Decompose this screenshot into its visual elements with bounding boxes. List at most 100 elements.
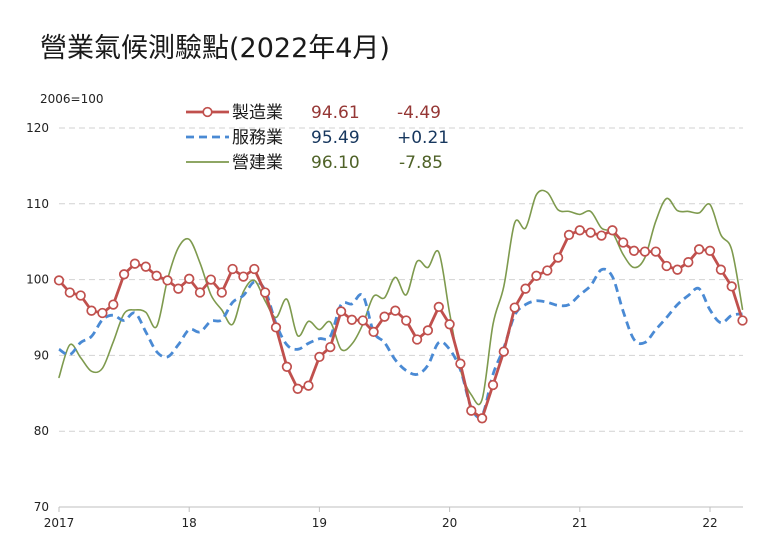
manufacturing-marker (314, 351, 325, 363)
manufacturing-marker (487, 379, 499, 391)
manufacturing-marker (596, 230, 607, 241)
manufacturing-marker (411, 334, 423, 345)
manufacturing-marker (531, 270, 542, 281)
legend-change-services: +0.21 (397, 128, 449, 148)
manufacturing-marker (281, 361, 293, 372)
manufacturing-marker (270, 322, 282, 333)
manufacturing-marker (693, 244, 705, 255)
manufacturing-marker (205, 274, 217, 285)
y-tick-label: 110 (26, 197, 49, 211)
y-tick-label: 120 (26, 121, 49, 135)
y-tick-label: 80 (34, 424, 49, 438)
manufacturing-marker (607, 225, 618, 236)
manufacturing-marker (509, 302, 520, 313)
manufacturing-marker (683, 257, 694, 268)
gridlines (59, 127, 743, 508)
manufacturing-marker (639, 246, 651, 257)
manufacturing-marker (466, 405, 477, 416)
manufacturing-marker (737, 315, 748, 326)
legend-item-construction: 營建業 96.10 -7.85 (186, 153, 443, 173)
x-tick-label: 2017 (44, 516, 75, 530)
manufacturing-marker (64, 287, 75, 298)
y-tick-label: 90 (34, 348, 49, 362)
y-axis-labels: 70 80 90 100 110 120 (26, 121, 49, 514)
x-tick-label: 22 (702, 516, 717, 530)
legend-change-manufacturing: -4.49 (397, 103, 441, 123)
manufacturing-marker (498, 346, 509, 357)
manufacturing-marker (86, 305, 97, 316)
manufacturing-marker (672, 264, 683, 275)
y-tick-label: 100 (26, 273, 49, 287)
legend-marker-manufacturing (202, 106, 213, 118)
manufacturing-marker (194, 287, 206, 298)
x-tick-label: 20 (442, 516, 457, 530)
manufacturing-marker (238, 271, 249, 282)
legend-label-manufacturing: 製造業 (232, 103, 283, 123)
manufacturing-marker (585, 227, 596, 238)
manufacturing-marker (542, 265, 553, 276)
manufacturing-marker (368, 326, 379, 338)
manufacturing-marker (216, 287, 227, 298)
manufacturing-marker (227, 263, 238, 275)
manufacturing-marker (444, 319, 455, 330)
manufacturing-marker (292, 383, 303, 394)
manufacturing-marker (661, 260, 672, 272)
manufacturing-marker (118, 269, 130, 280)
manufacturing-marker (140, 261, 151, 272)
legend-label-construction: 營建業 (232, 153, 283, 173)
manufacturing-marker (173, 283, 184, 294)
manufacturing-marker (726, 281, 737, 292)
manufacturing-line (57, 228, 744, 420)
manufacturing-marker (108, 299, 119, 310)
plot-series (53, 189, 748, 424)
x-tick-label: 21 (572, 516, 587, 530)
manufacturing-marker (335, 306, 347, 317)
x-tick-label: 18 (182, 516, 197, 530)
y-tick-label: 70 (34, 500, 49, 514)
legend: 製造業 94.61 -4.49 服務業 95.49 +0.21 營建業 96.1… (186, 103, 449, 173)
manufacturing-marker (379, 311, 390, 322)
manufacturing-marker (704, 245, 716, 256)
manufacturing-marker (476, 413, 488, 424)
manufacturing-marker (303, 380, 314, 391)
manufacturing-marker (357, 315, 368, 326)
manufacturing-marker (97, 307, 108, 319)
manufacturing-marker (325, 341, 336, 353)
manufacturing-marker (151, 270, 162, 281)
x-tick-label: 19 (312, 516, 327, 530)
manufacturing-marker (53, 275, 65, 286)
construction-line (58, 189, 744, 406)
manufacturing-marker (618, 237, 629, 248)
manufacturing-marker (129, 258, 141, 269)
manufacturing-marker (650, 246, 661, 257)
manufacturing-marker (455, 358, 466, 369)
legend-latest-construction: 96.10 (311, 153, 360, 173)
manufacturing-marker (401, 315, 412, 326)
manufacturing-marker (390, 305, 401, 316)
manufacturing-marker (259, 287, 271, 298)
chart-title: 營業氣候測驗點(2022年4月) (40, 33, 390, 64)
legend-item-manufacturing: 製造業 94.61 -4.49 (186, 103, 441, 123)
manufacturing-marker (552, 252, 564, 263)
manufacturing-marker (574, 225, 585, 236)
manufacturing-marker (75, 290, 86, 301)
manufacturing-marker (433, 301, 444, 313)
manufacturing-marker (249, 263, 260, 275)
legend-label-services: 服務業 (232, 128, 283, 148)
manufacturing-marker (346, 314, 358, 325)
legend-latest-services: 95.49 (311, 128, 360, 148)
manufacturing-marker (520, 283, 531, 294)
manufacturing-marker (184, 273, 195, 284)
base-year-note: 2006=100 (40, 92, 104, 106)
x-axis: 2017 18 19 20 21 22 (44, 507, 718, 530)
legend-change-construction: -7.85 (399, 153, 443, 173)
legend-latest-manufacturing: 94.61 (311, 103, 360, 123)
legend-item-services: 服務業 95.49 +0.21 (186, 128, 449, 148)
manufacturing-marker (628, 245, 640, 256)
manufacturing-marker (422, 325, 434, 336)
manufacturing-marker (563, 229, 575, 241)
manufacturing-marker (715, 264, 727, 275)
manufacturing-marker (162, 275, 173, 286)
services-line (58, 267, 743, 419)
